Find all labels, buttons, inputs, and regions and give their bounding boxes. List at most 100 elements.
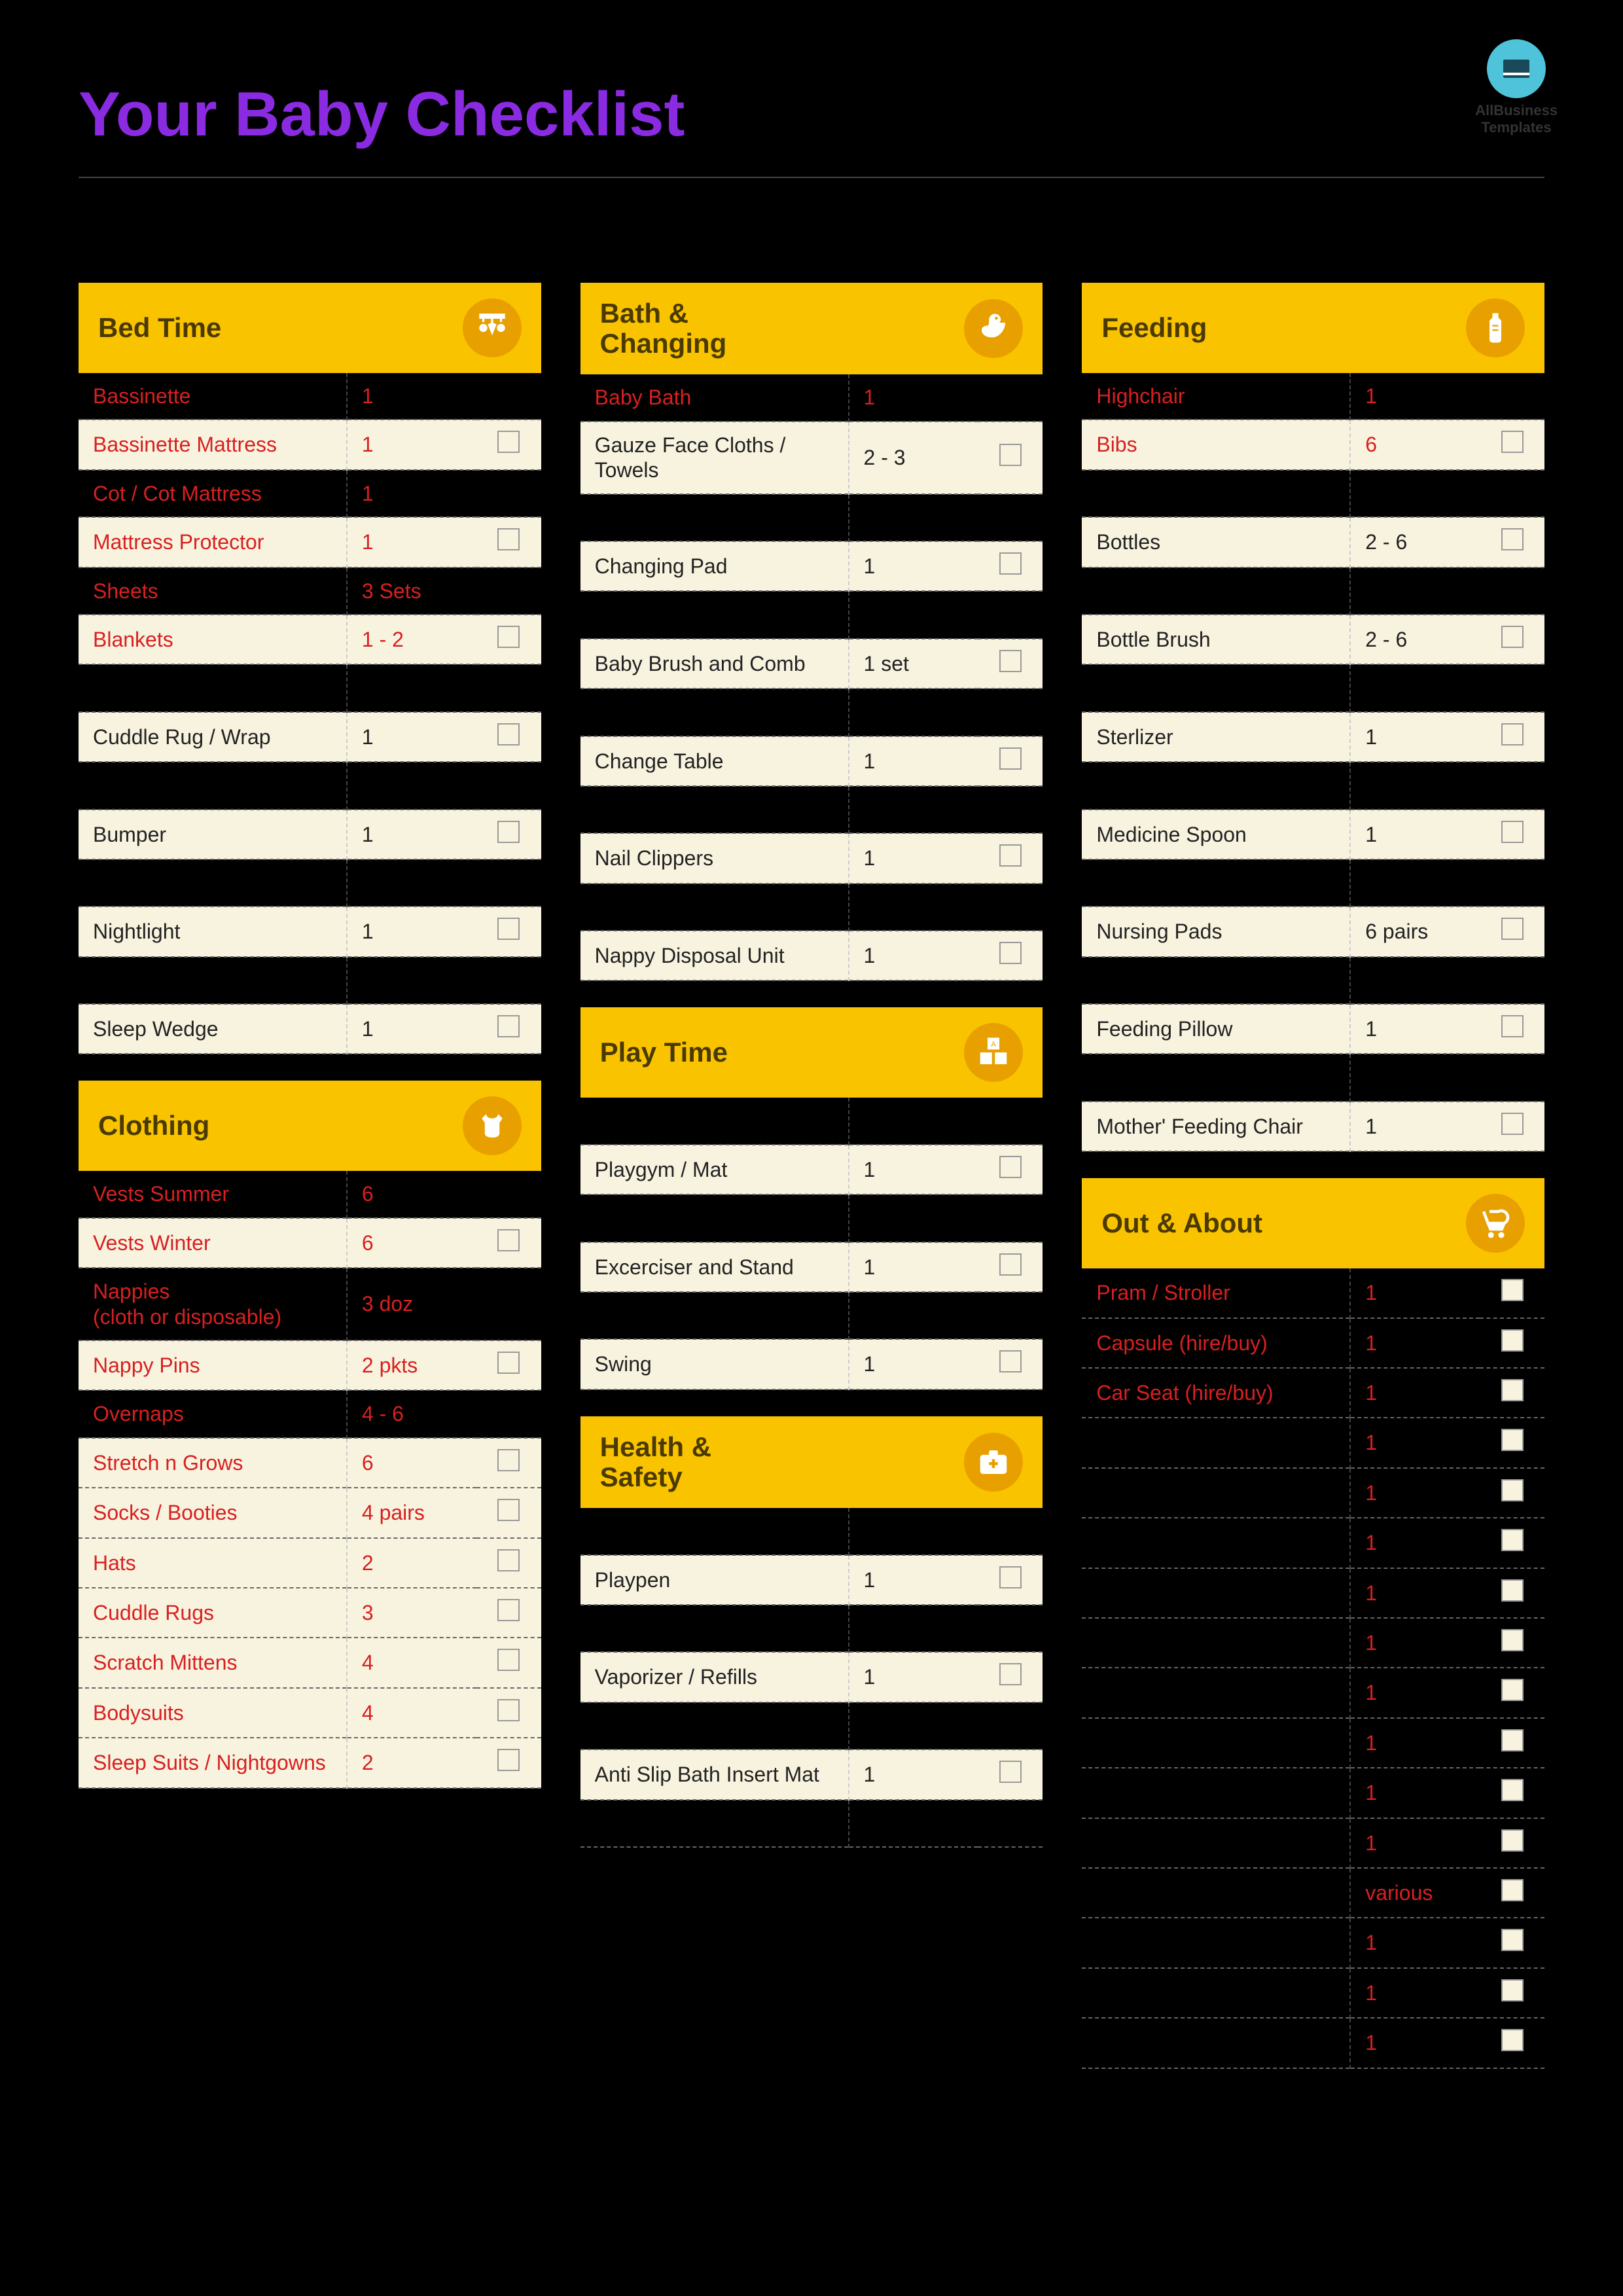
item-qty: 1 xyxy=(1350,1268,1480,1318)
item-checkbox-cell xyxy=(476,1588,541,1638)
checkbox[interactable] xyxy=(999,1663,1022,1685)
checkbox[interactable] xyxy=(1501,1113,1524,1135)
item-checkbox-cell xyxy=(978,1652,1043,1702)
checkbox[interactable] xyxy=(497,1599,520,1621)
table-row: Swing1 xyxy=(580,1339,1043,1389)
checkbox[interactable] xyxy=(1501,528,1524,550)
checkbox[interactable] xyxy=(497,528,520,550)
table-row xyxy=(79,664,541,711)
checkbox[interactable] xyxy=(1501,626,1524,648)
checkbox[interactable] xyxy=(497,1749,520,1771)
checkbox[interactable] xyxy=(1501,1579,1524,1602)
checkbox[interactable] xyxy=(1501,1479,1524,1501)
checkbox[interactable] xyxy=(1501,821,1524,843)
checkbox[interactable] xyxy=(1501,1379,1524,1401)
checkbox[interactable] xyxy=(999,552,1022,575)
checkbox[interactable] xyxy=(1501,1679,1524,1701)
item-label: Changing Pad xyxy=(580,541,849,591)
table-row: Vests Summer6 xyxy=(79,1171,541,1217)
checkbox[interactable] xyxy=(497,431,520,453)
table-row: Nursing Pads6 pairs xyxy=(1082,906,1544,956)
checkbox[interactable] xyxy=(497,918,520,940)
checkbox[interactable] xyxy=(497,1649,520,1671)
checkbox[interactable] xyxy=(497,626,520,648)
duck-icon xyxy=(964,299,1023,358)
checkbox[interactable] xyxy=(497,1229,520,1251)
checkbox[interactable] xyxy=(1501,1879,1524,1901)
item-qty: 1 xyxy=(1350,373,1480,420)
checkbox[interactable] xyxy=(1501,723,1524,745)
checkbox[interactable] xyxy=(999,444,1022,466)
item-table: Playgym / Mat1 Excerciser and Stand1 Swi… xyxy=(580,1098,1043,1390)
checkbox[interactable] xyxy=(1501,1329,1524,1352)
item-checkbox-cell xyxy=(1480,1668,1544,1717)
table-row: Cot / Cot Mattress1 xyxy=(79,470,541,517)
table-row: Hats2 xyxy=(79,1538,541,1588)
checkbox[interactable] xyxy=(1501,1529,1524,1551)
item-qty: 4 xyxy=(347,1638,476,1687)
item-checkbox-cell xyxy=(1480,712,1544,762)
checkbox[interactable] xyxy=(999,1350,1022,1372)
checkbox[interactable] xyxy=(497,1352,520,1374)
checkbox[interactable] xyxy=(999,747,1022,770)
item-label: Gauze Face Cloths / Towels xyxy=(580,422,849,494)
checkbox[interactable] xyxy=(1501,2029,1524,2051)
item-label xyxy=(1082,1568,1350,1618)
checkbox[interactable] xyxy=(1501,1929,1524,1951)
item-table: Vests Summer6Vests Winter6Nappies(cloth … xyxy=(79,1171,541,1788)
checkbox[interactable] xyxy=(1501,1979,1524,2001)
item-qty xyxy=(347,859,476,906)
item-label: Nappies(cloth or disposable) xyxy=(79,1268,347,1340)
item-qty: 3 Sets xyxy=(347,567,476,615)
table-row: 1 xyxy=(1082,1768,1544,1818)
checkbox[interactable] xyxy=(497,821,520,843)
item-label xyxy=(580,1194,849,1242)
checkbox[interactable] xyxy=(497,1499,520,1521)
checkbox[interactable] xyxy=(999,942,1022,964)
columns-container: Bed TimeBassinette1Bassinette Mattress1C… xyxy=(79,283,1544,2069)
item-label xyxy=(1082,1518,1350,1568)
checkbox[interactable] xyxy=(497,1549,520,1571)
item-label: Playgym / Mat xyxy=(580,1145,849,1194)
item-qty: 2 xyxy=(347,1738,476,1787)
table-row: Bassinette Mattress1 xyxy=(79,420,541,469)
checkbox[interactable] xyxy=(1501,1829,1524,1852)
item-label: Highchair xyxy=(1082,373,1350,420)
checkbox[interactable] xyxy=(999,650,1022,672)
checkbox[interactable] xyxy=(497,1699,520,1721)
item-qty: 1 xyxy=(1350,2018,1480,2068)
item-qty xyxy=(849,689,978,736)
item-label: Nappy Pins xyxy=(79,1340,347,1390)
item-checkbox-cell xyxy=(978,1098,1043,1144)
table-row: 1 xyxy=(1082,1468,1544,1518)
checkbox[interactable] xyxy=(1501,1015,1524,1037)
table-row xyxy=(1082,470,1544,517)
item-label xyxy=(580,494,849,541)
item-qty xyxy=(849,1194,978,1242)
item-qty: 1 xyxy=(1350,810,1480,859)
section-header: Bath & Changing xyxy=(580,283,1043,374)
checkbox[interactable] xyxy=(497,1015,520,1037)
checkbox[interactable] xyxy=(999,844,1022,867)
table-row: Highchair1 xyxy=(1082,373,1544,420)
checkbox[interactable] xyxy=(1501,1629,1524,1651)
checkbox[interactable] xyxy=(1501,431,1524,453)
checkbox[interactable] xyxy=(497,1449,520,1471)
item-label xyxy=(79,859,347,906)
checkbox[interactable] xyxy=(999,1253,1022,1276)
checkbox[interactable] xyxy=(1501,1729,1524,1751)
checkbox[interactable] xyxy=(999,1566,1022,1588)
item-checkbox-cell xyxy=(1480,762,1544,809)
item-checkbox-cell xyxy=(978,1749,1043,1799)
section-title: Bath & Changing xyxy=(600,298,783,359)
checkbox[interactable] xyxy=(497,723,520,745)
checkbox[interactable] xyxy=(1501,918,1524,940)
checkbox[interactable] xyxy=(1501,1429,1524,1451)
checkbox[interactable] xyxy=(999,1156,1022,1178)
checkbox[interactable] xyxy=(1501,1779,1524,1801)
checkbox[interactable] xyxy=(999,1761,1022,1783)
checkbox[interactable] xyxy=(1501,1279,1524,1301)
item-checkbox-cell xyxy=(1480,373,1544,420)
item-checkbox-cell xyxy=(978,1242,1043,1292)
item-label xyxy=(1082,1418,1350,1467)
